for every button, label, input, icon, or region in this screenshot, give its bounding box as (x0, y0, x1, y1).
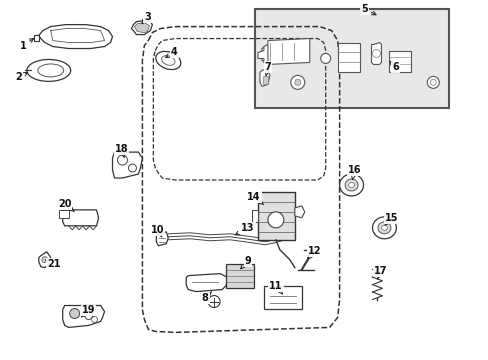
Ellipse shape (161, 56, 175, 65)
Polygon shape (264, 285, 301, 310)
Text: 13: 13 (235, 223, 254, 235)
Text: 6: 6 (389, 61, 398, 72)
Text: 11: 11 (268, 280, 282, 294)
Text: 21: 21 (45, 259, 61, 269)
Polygon shape (186, 274, 227, 292)
Polygon shape (225, 264, 253, 288)
Polygon shape (134, 23, 149, 32)
Ellipse shape (27, 59, 71, 81)
Polygon shape (112, 152, 142, 178)
Polygon shape (337, 42, 359, 72)
Text: 9: 9 (240, 256, 251, 269)
Polygon shape (262, 39, 309, 64)
Ellipse shape (345, 179, 357, 191)
Text: 12: 12 (307, 246, 321, 259)
Polygon shape (260, 68, 269, 86)
Text: 20: 20 (58, 199, 74, 212)
Ellipse shape (381, 225, 386, 230)
Text: 16: 16 (347, 165, 361, 179)
Polygon shape (258, 192, 294, 240)
Polygon shape (258, 45, 267, 64)
Circle shape (267, 212, 283, 228)
Circle shape (128, 164, 136, 172)
Text: 3: 3 (142, 12, 150, 24)
Circle shape (91, 316, 98, 323)
Text: 7: 7 (264, 62, 271, 76)
Polygon shape (251, 210, 258, 222)
Ellipse shape (377, 222, 390, 234)
Polygon shape (39, 252, 51, 268)
Polygon shape (39, 24, 112, 49)
Circle shape (372, 50, 380, 58)
Ellipse shape (339, 174, 363, 196)
Polygon shape (388, 50, 410, 72)
Polygon shape (156, 232, 168, 246)
Circle shape (294, 80, 300, 85)
Text: 10: 10 (150, 225, 164, 237)
Polygon shape (263, 76, 267, 84)
Text: 5: 5 (361, 4, 375, 15)
Polygon shape (34, 35, 39, 41)
Ellipse shape (156, 51, 181, 69)
Circle shape (117, 155, 127, 165)
Circle shape (208, 296, 220, 307)
Polygon shape (62, 210, 99, 226)
Text: 17: 17 (373, 266, 386, 279)
Polygon shape (294, 206, 304, 218)
Text: 15: 15 (384, 213, 397, 225)
Polygon shape (371, 42, 381, 64)
Circle shape (429, 80, 435, 85)
Text: 4: 4 (165, 48, 177, 58)
Circle shape (84, 311, 92, 319)
Ellipse shape (38, 64, 63, 77)
Polygon shape (131, 21, 152, 35)
Bar (59, 210, 68, 218)
Ellipse shape (372, 217, 396, 239)
Ellipse shape (348, 183, 354, 188)
Circle shape (41, 257, 48, 263)
Polygon shape (62, 306, 104, 328)
Circle shape (427, 76, 438, 88)
Text: 18: 18 (114, 144, 128, 158)
Text: 2: 2 (16, 72, 27, 82)
Text: 19: 19 (81, 306, 95, 317)
Bar (254, 9, 448, 108)
Text: 1: 1 (20, 39, 34, 50)
Text: 14: 14 (247, 192, 263, 205)
Circle shape (290, 75, 304, 89)
Circle shape (69, 309, 80, 319)
Circle shape (320, 54, 330, 63)
Text: 8: 8 (202, 292, 211, 302)
